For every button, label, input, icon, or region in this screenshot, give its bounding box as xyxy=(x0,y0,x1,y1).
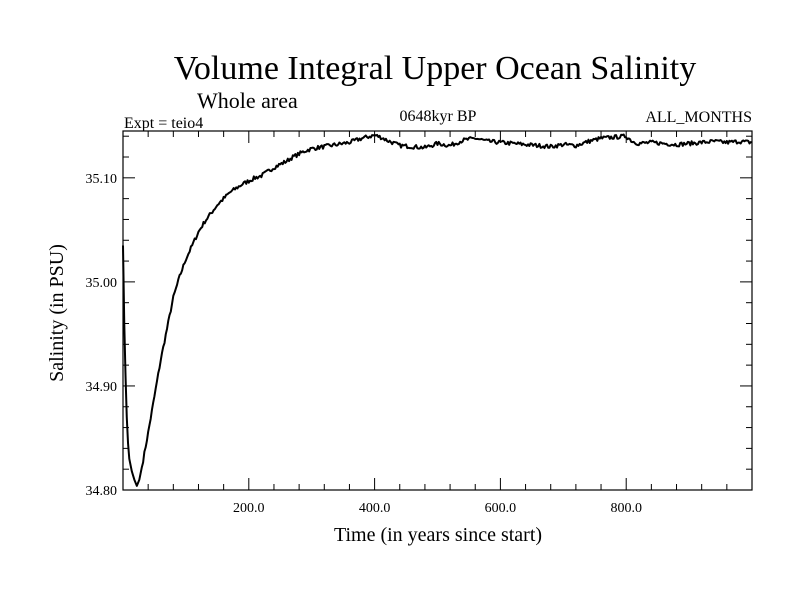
x-axis-label: Time (in years since start) xyxy=(334,524,542,546)
y-tick-label: 34.80 xyxy=(86,484,118,499)
axis-ticks xyxy=(123,131,752,491)
chart-title: Volume Integral Upper Ocean Salinity xyxy=(174,50,696,87)
plot-frame xyxy=(122,130,753,491)
period-label: 0648kyr BP xyxy=(400,108,477,125)
x-tick-label: 600.0 xyxy=(485,501,517,516)
salinity-series-line xyxy=(122,133,753,487)
x-tick-label: 200.0 xyxy=(233,501,265,516)
x-tick-label: 400.0 xyxy=(359,501,391,516)
y-tick-label: 35.10 xyxy=(86,172,118,187)
tick-labels: 200.0 400.0 600.0 800.0 34.80 34.90 35.00 35.10 xyxy=(86,172,642,516)
y-tick-label: 34.90 xyxy=(86,380,118,395)
x-tick-label: 800.0 xyxy=(610,501,642,516)
y-tick-label: 35.00 xyxy=(86,276,118,291)
y-axis-label: Salinity (in PSU) xyxy=(46,244,68,382)
months-label: ALL_MONTHS xyxy=(645,109,752,126)
experiment-label: Expt = teio4 xyxy=(124,115,203,132)
chart-subtitle: Whole area xyxy=(197,88,298,113)
